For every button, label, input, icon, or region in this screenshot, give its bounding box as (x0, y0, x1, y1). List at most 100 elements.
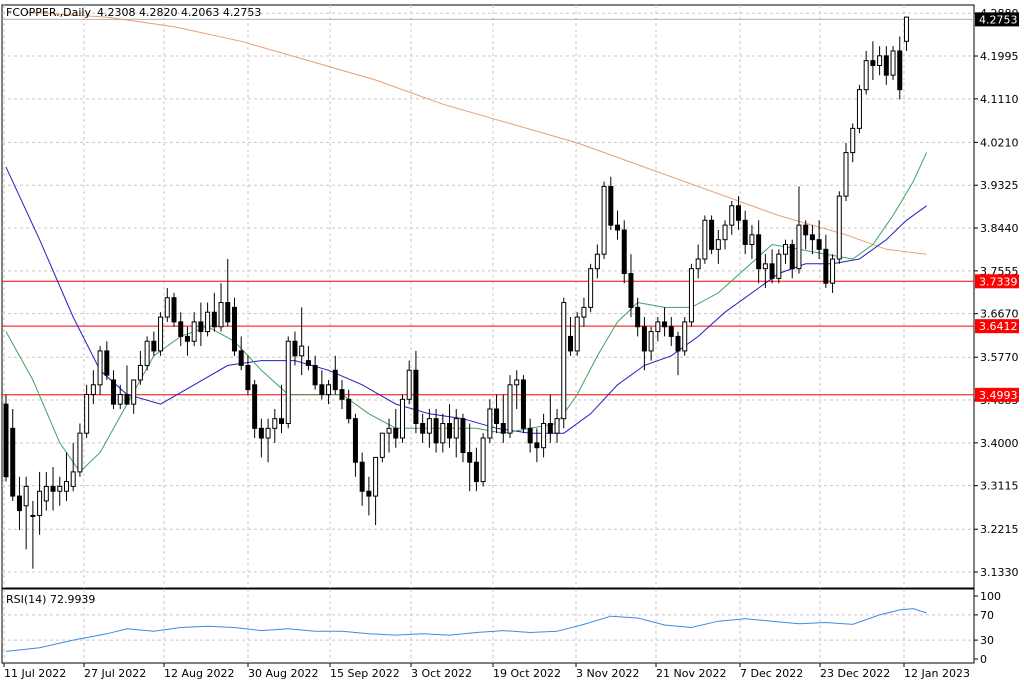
bear-candle-body (735, 205, 741, 221)
candle (682, 317, 688, 356)
candle (621, 220, 627, 284)
candle (796, 186, 802, 274)
candle (715, 229, 721, 264)
x-tick-label: 19 Oct 2022 (493, 667, 561, 680)
bear-candle-body (346, 398, 352, 420)
y-tick-label: 4.0210 (980, 136, 1019, 149)
candle (158, 312, 164, 356)
candle (541, 413, 547, 458)
candle (137, 350, 143, 385)
candle (635, 297, 641, 337)
candle (836, 191, 842, 264)
bear-candle-body (547, 423, 553, 434)
candle (16, 476, 22, 530)
bull-candle-body (601, 185, 607, 255)
bull-candle-body (581, 306, 587, 318)
bull-candle-body (688, 268, 694, 323)
candle (534, 428, 540, 463)
ma-long-line (26, 11, 927, 255)
candle (494, 394, 500, 434)
bear-candle-body (520, 379, 526, 429)
bull-candle-body (796, 224, 802, 270)
candle (467, 423, 473, 492)
candle (299, 307, 305, 376)
candle (131, 379, 137, 414)
level-tag-label: 3.7339 (979, 275, 1018, 288)
bear-candle-body (628, 273, 634, 308)
bear-candle-body (494, 408, 500, 425)
candle (359, 452, 365, 506)
x-tick-label: 11 Jul 2022 (4, 667, 66, 680)
bull-candle-body (588, 268, 594, 308)
bear-candle-body (238, 350, 244, 366)
time-axis: 11 Jul 2022 27 Jul 2022 12 Aug 2022 30 Aug … (3, 663, 970, 680)
bull-candle-body (205, 311, 211, 333)
bear-candle-body (332, 369, 338, 391)
y-tick-label: 4.1995 (980, 50, 1019, 63)
bull-candle-body (90, 384, 96, 395)
rsi-header: RSI(14) 72.9939 (6, 593, 95, 606)
candle (265, 418, 271, 463)
bear-candle-body (359, 461, 365, 492)
candle (231, 297, 237, 356)
bull-candle-body (729, 205, 735, 226)
candle (184, 326, 190, 356)
bull-candle-body (265, 427, 271, 439)
candle (823, 234, 829, 289)
candle (373, 456, 379, 526)
candle (500, 394, 506, 443)
rsi-axis: 100 70 30 0 (974, 590, 1001, 666)
candle (735, 196, 741, 230)
candle (70, 442, 76, 492)
candle (662, 307, 668, 337)
candle (124, 365, 130, 405)
bear-candle-body (50, 485, 56, 492)
candle (877, 46, 883, 76)
candle (655, 317, 661, 342)
bear-candle-body (231, 306, 237, 352)
candle (77, 423, 83, 477)
candle (225, 259, 231, 327)
rsi-tick-label: 0 (980, 653, 987, 666)
candle (722, 220, 728, 250)
bull-candle-body (164, 297, 170, 318)
candle (117, 384, 123, 409)
rsi-line (5, 608, 927, 652)
candle (292, 331, 298, 366)
candle (312, 355, 318, 390)
bull-candle-body (682, 321, 688, 352)
candle (688, 263, 694, 327)
bear-candle-body (897, 50, 903, 91)
candle (218, 283, 224, 332)
candle (816, 220, 822, 260)
candle (198, 302, 204, 347)
bear-candle-body (211, 311, 217, 328)
candle (581, 297, 587, 327)
bear-candle-body (500, 423, 506, 434)
candle (749, 225, 755, 260)
candle (863, 50, 869, 95)
bear-candle-body (789, 243, 795, 270)
candle (870, 41, 876, 80)
candle (574, 312, 580, 356)
bull-candle-body (480, 437, 486, 483)
candle (453, 408, 459, 458)
level-tag-label: 3.4993 (979, 389, 1018, 402)
candle (97, 346, 103, 395)
candle (238, 336, 244, 371)
bear-candle-body (319, 384, 325, 395)
bear-candle-body (225, 302, 231, 323)
y-tick-label: 3.8440 (980, 222, 1019, 235)
y-tick-label: 3.4000 (980, 437, 1019, 450)
candle (406, 360, 412, 405)
bear-candle-body (527, 427, 533, 444)
candle (144, 336, 150, 371)
level-tag-label: 3.6412 (979, 320, 1018, 333)
candle (843, 142, 849, 201)
current-price-tag (975, 12, 1019, 27)
candle (742, 210, 748, 255)
candle (84, 384, 90, 439)
bear-candle-body (312, 364, 318, 386)
